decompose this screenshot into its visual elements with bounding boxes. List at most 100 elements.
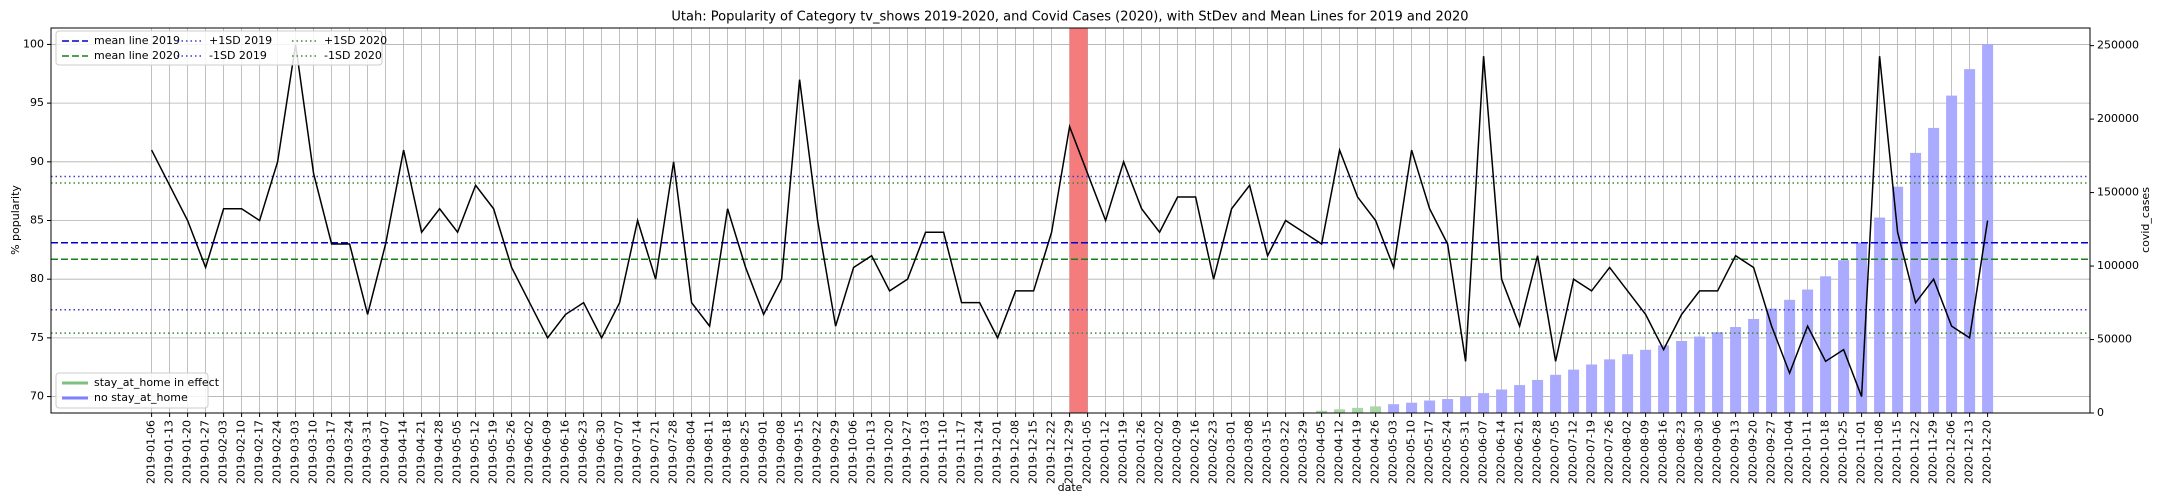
- x-tick-label: 2019-04-07: [379, 420, 392, 484]
- covid-bar: [1640, 349, 1652, 413]
- covid-bar: [1352, 407, 1364, 413]
- x-tick-label: 2019-08-04: [685, 420, 698, 484]
- x-tick-label: 2019-08-11: [703, 420, 716, 484]
- x-tick-label: 2020-07-19: [1585, 420, 1598, 484]
- x-tick-label: 2020-11-22: [1909, 420, 1922, 484]
- x-tick-label: 2019-09-08: [775, 420, 788, 484]
- x-tick-label: 2019-03-17: [325, 420, 338, 484]
- x-tick-label: 2019-03-31: [361, 420, 374, 484]
- x-tick-label: 2020-03-08: [1243, 420, 1256, 484]
- x-tick-label: 2019-10-06: [847, 420, 860, 484]
- x-tick-label: 2020-06-28: [1531, 420, 1544, 484]
- x-tick-label: 2020-05-24: [1441, 420, 1454, 484]
- x-tick-label: 2020-05-03: [1387, 420, 1400, 484]
- y-axis-label: % popularity: [9, 185, 22, 255]
- x-tick-label: 2019-02-10: [235, 420, 248, 484]
- covid-bar: [1424, 400, 1436, 413]
- covid-bar: [1856, 242, 1868, 413]
- x-tick-label: 2019-02-03: [217, 420, 230, 484]
- x-tick-label: 2020-11-29: [1927, 420, 1940, 484]
- x-tick-label: 2019-11-03: [919, 420, 932, 484]
- x-tick-label: 2020-12-20: [1981, 420, 1994, 484]
- y-tick-label: 90: [30, 155, 44, 168]
- x-tick-label: 2020-08-09: [1639, 420, 1652, 484]
- x-tick-label: 2020-11-01: [1855, 420, 1868, 484]
- legend-label: +1SD 2020: [324, 34, 387, 47]
- x-tick-label: 2020-04-19: [1351, 420, 1364, 484]
- x-tick-label: 2019-03-10: [307, 420, 320, 484]
- chart-title: Utah: Popularity of Category tv_shows 20…: [671, 10, 1468, 25]
- covid-bar: [1406, 402, 1418, 413]
- x-tick-label: 2019-12-15: [1027, 420, 1040, 484]
- y2-tick-label: 100000: [2097, 259, 2139, 272]
- x-tick-label: 2020-02-02: [1153, 420, 1166, 484]
- x-tick-label: 2019-09-15: [793, 420, 806, 484]
- covid-bar: [1496, 389, 1508, 413]
- y2-tick-label: 200000: [2097, 112, 2139, 125]
- x-tick-label: 2019-06-23: [577, 420, 590, 484]
- x-tick-label: 2019-05-12: [469, 420, 482, 484]
- x-tick-label: 2020-07-05: [1549, 420, 1562, 484]
- x-tick-label: 2020-01-19: [1117, 420, 1130, 484]
- covid-bar: [1910, 152, 1922, 413]
- legend-box: [55, 372, 209, 409]
- x-tick-label: 2019-06-09: [541, 420, 554, 484]
- y2-axis-label: covid_cases: [2139, 187, 2152, 253]
- covid-bar: [1586, 364, 1598, 413]
- x-tick-label: 2020-09-20: [1747, 420, 1760, 484]
- x-tick-label: 2020-09-13: [1729, 420, 1742, 484]
- x-tick-label: 2020-08-30: [1693, 420, 1706, 484]
- x-tick-label: 2019-09-22: [811, 420, 824, 484]
- x-tick-label: 2020-09-27: [1765, 420, 1778, 484]
- x-tick-label: 2019-06-16: [559, 420, 572, 484]
- covid-bar: [1550, 374, 1562, 413]
- covid-bar: [1838, 260, 1850, 413]
- covid-bar: [1748, 318, 1760, 413]
- x-axis-label: date: [1058, 481, 1083, 494]
- x-tick-label: 2019-07-28: [667, 420, 680, 484]
- x-tick-label: 2020-12-06: [1945, 420, 1958, 484]
- covid-bar: [1784, 299, 1796, 413]
- x-tick-label: 2019-09-01: [757, 420, 770, 484]
- covid-bar: [1370, 406, 1382, 413]
- x-tick-label: 2019-12-22: [1045, 420, 1058, 484]
- covid-bar: [1334, 409, 1346, 413]
- covid-bar: [1316, 410, 1328, 413]
- x-tick-label: 2020-12-13: [1963, 420, 1976, 484]
- x-tick-label: 2019-08-18: [721, 420, 734, 484]
- x-tick-label: 2020-02-16: [1189, 420, 1202, 484]
- covid-bar: [1982, 44, 1994, 413]
- covid-bar: [1892, 186, 1904, 413]
- x-tick-label: 2020-11-15: [1891, 420, 1904, 484]
- covid-bar: [1658, 345, 1670, 413]
- x-tick-label: 2019-11-17: [955, 420, 968, 484]
- legend-label: -1SD 2020: [324, 49, 382, 62]
- y2-tick-label: 250000: [2097, 39, 2139, 52]
- x-tick-label: 2020-01-12: [1099, 420, 1112, 484]
- x-tick-label: 2019-08-25: [739, 420, 752, 484]
- x-tick-label: 2019-05-19: [487, 420, 500, 484]
- covid-bar: [1676, 340, 1688, 413]
- x-tick-label: 2020-10-25: [1837, 420, 1850, 484]
- x-tick-label: 2020-10-18: [1819, 420, 1832, 484]
- x-tick-label: 2020-02-23: [1207, 420, 1220, 484]
- x-tick-label: 2019-12-01: [991, 420, 1004, 484]
- x-tick-label: 2020-04-12: [1333, 420, 1346, 484]
- x-tick-label: 2019-04-14: [397, 420, 410, 484]
- x-tick-label: 2019-11-10: [937, 420, 950, 484]
- covid-bar: [1388, 404, 1400, 413]
- covid-bar: [1802, 289, 1814, 413]
- y2-tick-label: 50000: [2097, 333, 2132, 346]
- x-tick-label: 2020-04-05: [1315, 420, 1328, 484]
- y2-tick-label: 150000: [2097, 186, 2139, 199]
- x-tick-label: 2020-03-01: [1225, 420, 1238, 484]
- plot-frame: [50, 27, 2091, 414]
- x-tick-label: 2020-08-23: [1675, 420, 1688, 484]
- y-tick-label: 95: [30, 96, 44, 109]
- x-tick-label: 2020-10-04: [1783, 420, 1796, 484]
- x-tick-label: 2019-03-24: [343, 420, 356, 484]
- x-tick-label: 2019-02-24: [271, 420, 284, 484]
- x-tick-label: 2019-07-07: [613, 420, 626, 484]
- y-tick-label: 85: [30, 214, 44, 227]
